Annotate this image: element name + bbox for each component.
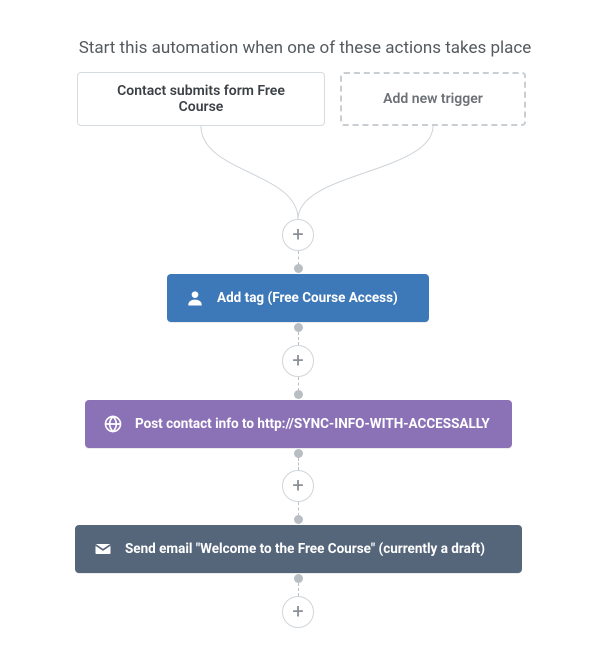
person-icon [185,288,205,308]
globe-icon [103,414,123,434]
connector-dot [294,264,303,273]
connector-line [298,332,299,345]
add-new-trigger-button[interactable]: Add new trigger [340,72,526,126]
trigger-label: Contact submits form Free Course [98,83,304,115]
connector-line [298,251,299,265]
action-label: Post contact info to http://SYNC-INFO-WI… [135,416,490,432]
plus-icon: + [292,601,303,621]
add-trigger-label: Add new trigger [383,91,483,107]
add-step-button[interactable]: + [282,470,314,502]
action-add-tag[interactable]: Add tag (Free Course Access) [167,274,429,322]
action-send-email[interactable]: Send email "Welcome to the Free Course" … [75,525,522,573]
connector-line [298,502,299,516]
connector-dot [294,323,303,332]
action-label: Add tag (Free Course Access) [217,290,398,306]
add-step-button[interactable]: + [282,345,314,377]
connector-line [298,377,299,391]
action-label: Send email "Welcome to the Free Course" … [125,541,485,557]
plus-icon: + [292,224,303,244]
trigger-contact-submits-form[interactable]: Contact submits form Free Course [77,72,325,126]
add-step-button[interactable]: + [282,219,314,251]
automation-header: Start this automation when one of these … [0,38,610,58]
mail-icon [93,539,113,559]
connector-dot [294,390,303,399]
connector-dot [294,515,303,524]
plus-icon: + [292,475,303,495]
action-post-webhook[interactable]: Post contact info to http://SYNC-INFO-WI… [85,400,512,448]
connector-dot [294,449,303,458]
add-step-button[interactable]: + [282,596,314,628]
connector-line [298,458,299,470]
connector-line [298,583,299,596]
plus-icon: + [292,350,303,370]
connector-dot [294,574,303,583]
